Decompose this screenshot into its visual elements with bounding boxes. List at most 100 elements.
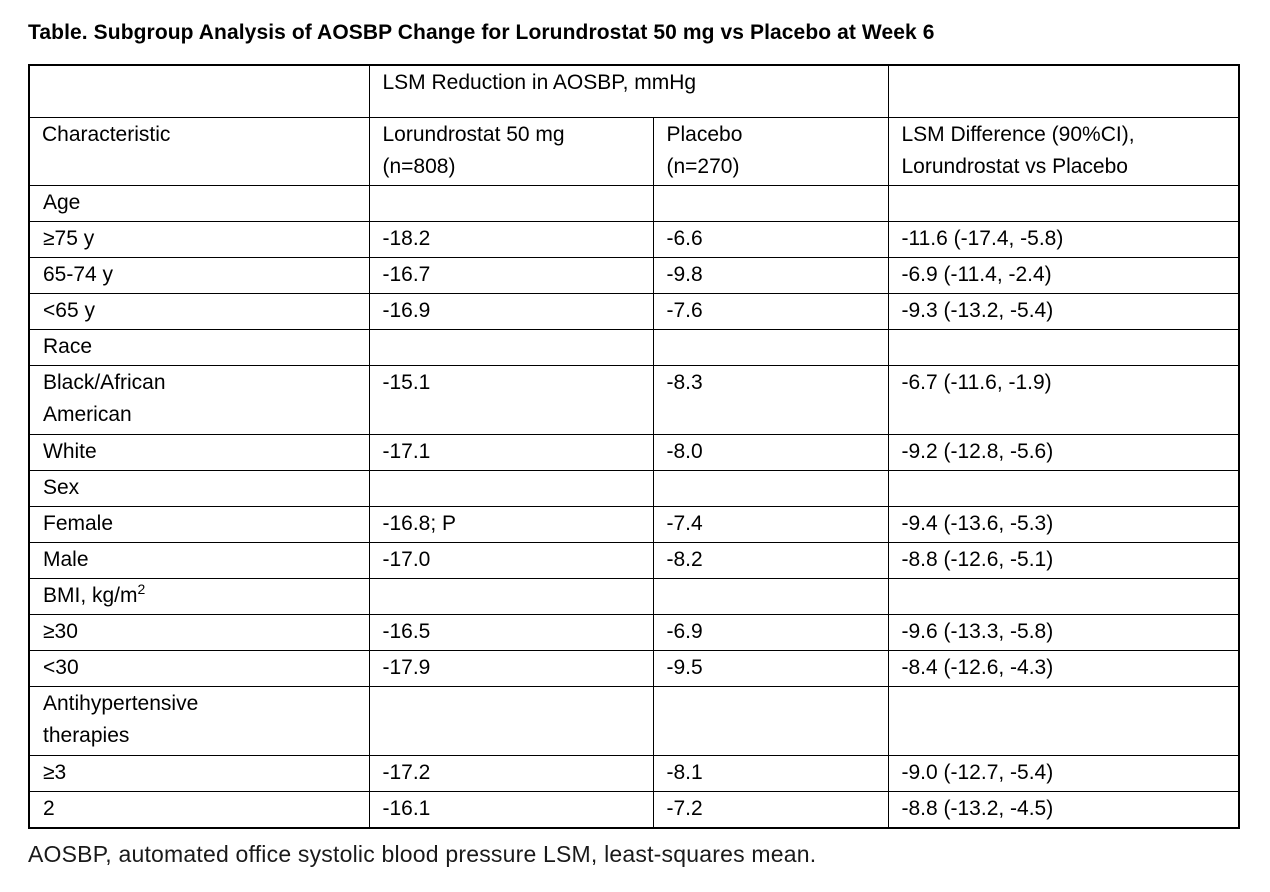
- difference-value-cell: -6.7 (-11.6, -1.9): [887, 364, 1240, 435]
- characteristic-cell: Male: [28, 541, 370, 579]
- characteristic-cell: 2: [28, 790, 370, 828]
- characteristic-cell: ≥3: [28, 754, 370, 792]
- difference-value-cell: -9.0 (-12.7, -5.4): [887, 754, 1240, 792]
- lorundrostat-value-cell: -16.8; P: [368, 505, 654, 543]
- difference-value-cell: -6.9 (-11.4, -2.4): [887, 256, 1240, 294]
- difference-value-cell: [887, 577, 1240, 615]
- difference-value-cell: -8.8 (-12.6, -5.1): [887, 541, 1240, 579]
- section-row-race: Race: [28, 328, 1240, 366]
- lorundrostat-value-cell: -16.1: [368, 790, 654, 828]
- section-row-age: Age: [28, 184, 1240, 222]
- lorundrostat-value-cell: [368, 469, 654, 507]
- characteristic-cell: <30: [28, 649, 370, 687]
- col-header-characteristic: Characteristic: [28, 116, 370, 186]
- table-row: ≥75 y -18.2 -6.6 -11.6 (-17.4, -5.8): [28, 220, 1240, 258]
- table-row: 65-74 y -16.7 -9.8 -6.9 (-11.4, -2.4): [28, 256, 1240, 294]
- characteristic-cell: Female: [28, 505, 370, 543]
- lorundrostat-value-cell: -18.2: [368, 220, 654, 258]
- col-header-lorundrostat-line1: Lorundrostat 50 mg: [382, 122, 565, 146]
- placebo-value-cell: [652, 577, 889, 615]
- table-row: Female -16.8; P -7.4 -9.4 (-13.6, -5.3): [28, 505, 1240, 543]
- bmi-superscript: 2: [137, 580, 146, 597]
- placebo-value-cell: -8.3: [652, 364, 889, 435]
- section-label-cell: Race: [28, 328, 370, 366]
- section-row-sex: Sex: [28, 469, 1240, 507]
- table-row: White -17.1 -8.0 -9.2 (-12.8, -5.6): [28, 433, 1240, 471]
- section-label-cell: Age: [28, 184, 370, 222]
- lorundrostat-value-cell: -15.1: [368, 364, 654, 435]
- placebo-value-cell: -9.8: [652, 256, 889, 294]
- placebo-value-cell: [652, 328, 889, 366]
- characteristic-cell: Black/African American: [28, 364, 370, 435]
- table-row: ≥3 -17.2 -8.1 -9.0 (-12.7, -5.4): [28, 754, 1240, 792]
- section-label-cell: Sex: [28, 469, 370, 507]
- lorundrostat-value-cell: -16.7: [368, 256, 654, 294]
- lorundrostat-value-cell: -17.2: [368, 754, 654, 792]
- lorundrostat-value-cell: [368, 328, 654, 366]
- col-header-lorundrostat: Lorundrostat 50 mg (n=808): [368, 116, 654, 186]
- lorundrostat-value-cell: -17.9: [368, 649, 654, 687]
- section-label-line1: Antihypertensive: [43, 691, 199, 715]
- placebo-value-cell: -7.4: [652, 505, 889, 543]
- difference-value-cell: -11.6 (-17.4, -5.8): [887, 220, 1240, 258]
- placebo-value-cell: -7.2: [652, 790, 889, 828]
- empty-corner-cell: [887, 64, 1240, 118]
- difference-value-cell: [887, 328, 1240, 366]
- table-row: Black/African American -15.1 -8.3 -6.7 (…: [28, 364, 1240, 435]
- section-row-antihypertensive-therapies: Antihypertensive therapies: [28, 685, 1240, 756]
- section-label-line2: therapies: [43, 723, 130, 747]
- col-header-difference-line2: Lorundrostat vs Placebo: [901, 154, 1128, 178]
- characteristic-line1: Black/African: [43, 370, 166, 394]
- difference-value-cell: -8.4 (-12.6, -4.3): [887, 649, 1240, 687]
- difference-value-cell: [887, 184, 1240, 222]
- placebo-value-cell: -8.2: [652, 541, 889, 579]
- difference-value-cell: -9.3 (-13.2, -5.4): [887, 292, 1240, 330]
- section-row-bmi: BMI, kg/m2: [28, 577, 1240, 615]
- lorundrostat-value-cell: -17.0: [368, 541, 654, 579]
- col-header-difference-line1: LSM Difference (90%CI),: [901, 122, 1135, 146]
- empty-corner-cell: [28, 64, 370, 118]
- difference-value-cell: -9.2 (-12.8, -5.6): [887, 433, 1240, 471]
- characteristic-cell: ≥30: [28, 613, 370, 651]
- lorundrostat-value-cell: [368, 184, 654, 222]
- lorundrostat-value-cell: -16.9: [368, 292, 654, 330]
- characteristic-cell: 65-74 y: [28, 256, 370, 294]
- placebo-value-cell: [652, 184, 889, 222]
- lorundrostat-value-cell: -17.1: [368, 433, 654, 471]
- page: Table. Subgroup Analysis of AOSBP Change…: [28, 21, 1240, 867]
- lorundrostat-value-cell: -16.5: [368, 613, 654, 651]
- table-row: ≥30 -16.5 -6.9 -9.6 (-13.3, -5.8): [28, 613, 1240, 651]
- characteristic-cell: ≥75 y: [28, 220, 370, 258]
- column-header-row: Characteristic Lorundrostat 50 mg (n=808…: [28, 116, 1240, 186]
- section-label-cell: Antihypertensive therapies: [28, 685, 370, 756]
- table-row: <65 y -16.9 -7.6 -9.3 (-13.2, -5.4): [28, 292, 1240, 330]
- col-header-difference: LSM Difference (90%CI), Lorundrostat vs …: [887, 116, 1240, 186]
- col-header-placebo-line1: Placebo: [666, 122, 743, 146]
- lorundrostat-value-cell: [368, 577, 654, 615]
- characteristic-line2: American: [43, 402, 132, 426]
- spanner-header-lsm-reduction: LSM Reduction in AOSBP, mmHg: [368, 64, 889, 118]
- difference-value-cell: [887, 685, 1240, 756]
- difference-value-cell: -9.4 (-13.6, -5.3): [887, 505, 1240, 543]
- table-row: Male -17.0 -8.2 -8.8 (-12.6, -5.1): [28, 541, 1240, 579]
- section-label-cell: BMI, kg/m2: [28, 577, 370, 615]
- placebo-value-cell: -7.6: [652, 292, 889, 330]
- footnote: AOSBP, automated office systolic blood p…: [28, 840, 817, 867]
- table-row: 2 -16.1 -7.2 -8.8 (-13.2, -4.5): [28, 790, 1240, 828]
- spanner-header-row: LSM Reduction in AOSBP, mmHg: [28, 64, 1240, 118]
- characteristic-cell: White: [28, 433, 370, 471]
- difference-value-cell: -8.8 (-13.2, -4.5): [887, 790, 1240, 828]
- lorundrostat-value-cell: [368, 685, 654, 756]
- placebo-value-cell: -6.6: [652, 220, 889, 258]
- difference-value-cell: [887, 469, 1240, 507]
- placebo-value-cell: -6.9: [652, 613, 889, 651]
- col-header-placebo: Placebo (n=270): [652, 116, 889, 186]
- placebo-value-cell: -8.0: [652, 433, 889, 471]
- characteristic-cell: <65 y: [28, 292, 370, 330]
- placebo-value-cell: [652, 685, 889, 756]
- placebo-value-cell: -9.5: [652, 649, 889, 687]
- table-title: Table. Subgroup Analysis of AOSBP Change…: [28, 21, 935, 44]
- difference-value-cell: -9.6 (-13.3, -5.8): [887, 613, 1240, 651]
- placebo-value-cell: -8.1: [652, 754, 889, 792]
- table-row: <30 -17.9 -9.5 -8.4 (-12.6, -4.3): [28, 649, 1240, 687]
